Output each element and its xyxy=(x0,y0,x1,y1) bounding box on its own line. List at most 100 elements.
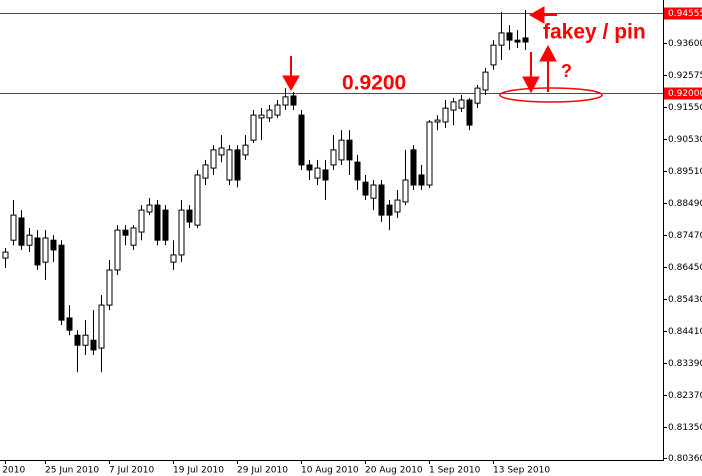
candle-body xyxy=(154,204,161,241)
x-tick-label: 1 Sep 2010 xyxy=(429,466,481,476)
candle-body xyxy=(50,239,57,251)
candle-body xyxy=(274,104,281,116)
y-tick-label: 0.86450 xyxy=(668,263,702,273)
candle-body xyxy=(258,114,265,119)
candle-body xyxy=(82,334,89,346)
y-tick-label: 0.90530 xyxy=(668,135,702,145)
candle-body xyxy=(58,244,65,321)
arrow-head xyxy=(282,75,300,92)
candle-body xyxy=(122,229,129,236)
candle-body xyxy=(346,139,353,161)
level-label-box xyxy=(664,87,702,100)
candle-body xyxy=(386,204,393,216)
y-tick-label: 0.81350 xyxy=(668,423,702,433)
arrow-head xyxy=(528,6,545,24)
candle-body xyxy=(330,149,337,166)
y-tick-label: 0.85430 xyxy=(668,295,702,305)
candle-body xyxy=(290,95,297,106)
candle-body xyxy=(34,237,41,266)
candle-body xyxy=(250,114,257,141)
x-tick-label: 10 Aug 2010 xyxy=(301,466,359,476)
candle-body xyxy=(234,149,241,181)
candle-body xyxy=(74,334,81,346)
candle-body xyxy=(506,32,513,41)
highlight-ellipse xyxy=(499,87,603,103)
candle-body xyxy=(514,39,521,43)
arrow-head xyxy=(522,76,540,94)
candle-body xyxy=(202,164,209,179)
candle-body xyxy=(466,99,473,126)
candle-body xyxy=(266,109,273,119)
candle-body xyxy=(426,121,433,186)
candle-body xyxy=(434,119,441,123)
candle-body xyxy=(178,209,185,256)
level-label-box xyxy=(664,7,702,20)
candle-body xyxy=(106,269,113,306)
y-tick-label: 0.84410 xyxy=(668,327,702,337)
y-tick-label: 0.89510 xyxy=(668,167,702,177)
candle-body xyxy=(226,149,233,181)
candle-body xyxy=(138,209,145,233)
candle-body xyxy=(10,214,17,241)
annotation: 0.9200 xyxy=(342,72,406,95)
candle-body xyxy=(18,217,25,246)
y-tick-label: 0.80360 xyxy=(668,454,702,464)
candle-body xyxy=(66,317,73,331)
x-tick-label: 7 Jul 2010 xyxy=(109,466,154,476)
candle-body xyxy=(354,161,361,181)
y-tick-label: 0.88490 xyxy=(668,199,702,209)
annotation: ? xyxy=(561,61,572,81)
candle-body xyxy=(306,164,313,171)
candle-body xyxy=(474,87,481,104)
candle-body xyxy=(482,71,489,91)
candle-body xyxy=(490,44,497,66)
annotation: fakey / pin xyxy=(543,21,646,44)
y-tick-label: 0.93600 xyxy=(668,39,702,49)
candle-body xyxy=(114,229,121,271)
candle-body xyxy=(522,37,529,43)
candle-body xyxy=(162,209,169,241)
candle-body xyxy=(298,114,305,166)
candle-body xyxy=(442,107,449,123)
candle-body xyxy=(338,139,345,161)
candle-body xyxy=(282,96,289,106)
candle-body xyxy=(146,204,153,213)
candle-body xyxy=(210,149,217,169)
candle-body xyxy=(242,144,249,156)
candle-body xyxy=(42,237,49,263)
annotation-shapes xyxy=(282,6,603,103)
candle-body xyxy=(130,227,137,246)
x-tick-label: 13 Sep 2010 xyxy=(493,466,550,476)
y-tick-label: 0.92575 xyxy=(668,71,702,81)
y-tick-label: 0.83390 xyxy=(668,359,702,369)
plot: 0.93600 0.92575 0.91550 0.90530 0.89510 0.884… xyxy=(0,7,702,476)
candle-body xyxy=(498,32,505,46)
y-tick-label: 0.82370 xyxy=(668,391,702,401)
x-tick-label: 25 Jun 2010 xyxy=(45,466,99,476)
y-tick-label: 0.91550 xyxy=(668,103,702,113)
candle-body xyxy=(314,167,321,179)
candle-body xyxy=(370,184,377,199)
y-tick-label: 0.87470 xyxy=(668,231,702,241)
level-label: 0.94555 xyxy=(668,9,702,19)
candle-body xyxy=(98,304,105,349)
candle-body xyxy=(186,209,193,223)
candle-body xyxy=(218,147,225,156)
candle-body xyxy=(90,339,97,351)
x-tick-label: un 2010 xyxy=(0,466,25,476)
level-label: 0.92000 xyxy=(668,89,702,99)
candle-body xyxy=(26,234,33,246)
x-tick-label: 19 Jul 2010 xyxy=(173,466,224,476)
candle-body xyxy=(170,254,177,263)
candle-body xyxy=(450,101,457,111)
x-tick-label: 20 Aug 2010 xyxy=(365,466,423,476)
candle-body xyxy=(362,181,369,196)
x-tick-label: 29 Jul 2010 xyxy=(237,466,288,476)
candle-body xyxy=(378,184,385,216)
candle-body xyxy=(410,149,417,186)
candle-body xyxy=(418,174,425,186)
candle-body xyxy=(402,179,409,203)
candle-body xyxy=(322,169,329,181)
candle-body xyxy=(458,99,465,109)
